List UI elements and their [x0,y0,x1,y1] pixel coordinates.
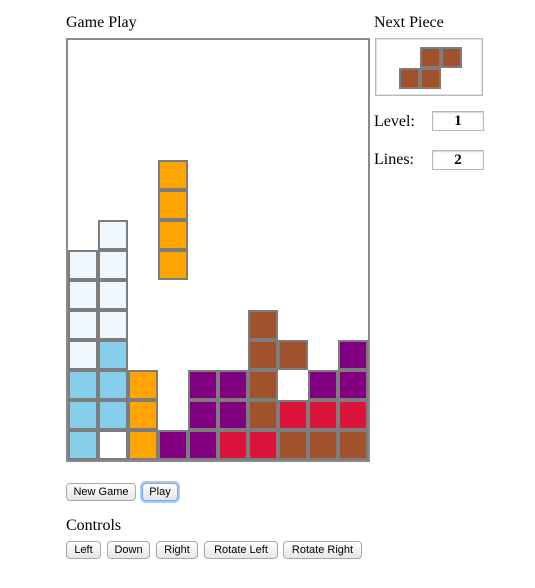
board-block [248,340,278,370]
board-block [98,220,128,250]
left-button[interactable]: Left [66,541,101,559]
level-label: Level: [374,113,415,130]
rotate-left-button[interactable]: Rotate Left [204,541,278,559]
next-piece-heading: Next Piece [374,14,444,31]
lines-value: 2 [432,150,484,170]
board-block [158,430,188,460]
board-block [248,430,278,460]
board-block [158,190,188,220]
board-block [98,310,128,340]
play-button[interactable]: Play [142,483,178,501]
board-block [248,400,278,430]
next-piece-block [441,47,462,68]
rotate-right-button[interactable]: Rotate Right [283,541,362,559]
board-block [338,370,368,400]
board-block [248,310,278,340]
board-block [128,430,158,460]
next-piece-block [420,47,441,68]
lines-label: Lines: [374,151,414,168]
board-block [188,400,218,430]
board-block [98,340,128,370]
next-piece-block [399,68,420,89]
board-block [308,430,338,460]
board-block [158,160,188,190]
board-block [218,400,248,430]
board-block [248,370,278,400]
next-piece-preview [375,38,483,96]
board-block [308,400,338,430]
board-block [68,400,98,430]
board-block [68,340,98,370]
board-block [68,370,98,400]
board-block [158,220,188,250]
board-block [98,400,128,430]
board-block [128,400,158,430]
board-block [188,370,218,400]
board-block [278,340,308,370]
right-button[interactable]: Right [156,541,198,559]
board-block [158,250,188,280]
board-block [98,280,128,310]
board-block [128,370,158,400]
board-block [68,280,98,310]
board-block [218,430,248,460]
board-block [68,310,98,340]
board-block [68,430,98,460]
down-button[interactable]: Down [107,541,150,559]
game-board [66,38,370,462]
board-block [98,370,128,400]
board-block [338,400,368,430]
game-play-heading: Game Play [66,14,137,31]
board-block [338,430,368,460]
new-game-button[interactable]: New Game [66,483,136,501]
board-block [68,250,98,280]
board-block [278,400,308,430]
board-block [98,250,128,280]
next-piece-block [420,68,441,89]
board-block [278,430,308,460]
board-block [218,370,248,400]
level-value: 1 [432,111,484,131]
board-block [308,370,338,400]
board-block [338,340,368,370]
controls-heading: Controls [66,517,122,534]
board-block [98,430,128,460]
board-block [188,430,218,460]
